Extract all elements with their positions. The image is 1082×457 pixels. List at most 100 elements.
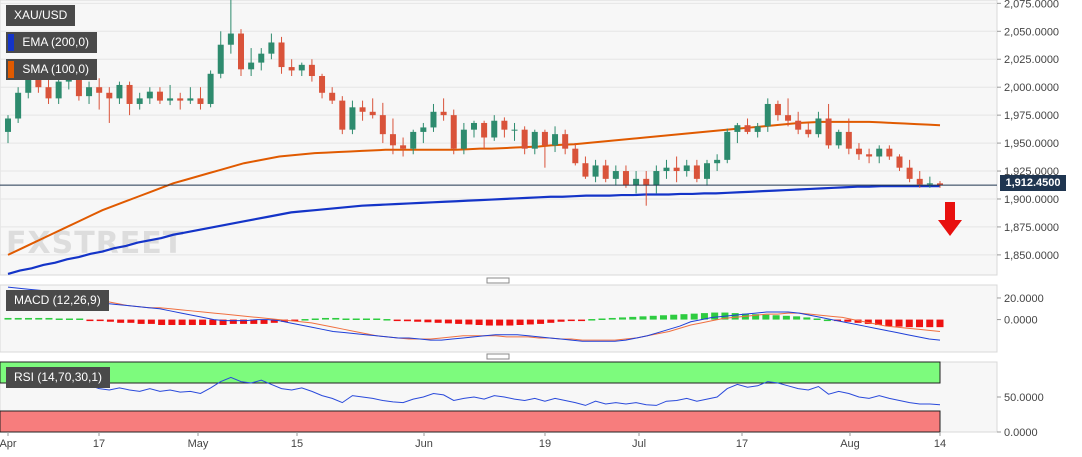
candle-body bbox=[86, 87, 93, 97]
candle-body bbox=[96, 87, 103, 93]
ema-legend-swatch bbox=[8, 34, 14, 52]
price-axis-tick-label: 2,000.0000 bbox=[1004, 82, 1059, 94]
down-arrow-head bbox=[938, 220, 962, 236]
x-axis-tick-label: Aug bbox=[840, 438, 860, 450]
macd-histogram-bar bbox=[24, 317, 32, 320]
rsi-overbought-zone bbox=[0, 361, 941, 384]
sma-legend-text: SMA (100,0) bbox=[22, 62, 90, 76]
macd-signal-line bbox=[8, 292, 941, 341]
macd-histogram-bar bbox=[854, 319, 862, 323]
candle-body bbox=[896, 156, 903, 168]
macd-histogram-bar bbox=[127, 319, 135, 323]
candle-body bbox=[288, 67, 295, 71]
macd-histogram-bar bbox=[864, 319, 872, 324]
x-axis-tick-label: 14 bbox=[934, 438, 946, 450]
ema-legend-text: EMA (200,0) bbox=[22, 35, 90, 49]
macd-histogram-bar bbox=[711, 312, 719, 320]
macd-axis-tick-label: 0.0000 bbox=[1004, 315, 1038, 327]
candle-body bbox=[541, 131, 548, 146]
panel-resize-handle-1 bbox=[486, 277, 510, 284]
candle-body bbox=[693, 165, 700, 179]
candle-body bbox=[673, 167, 680, 172]
macd-histogram-bar bbox=[516, 319, 524, 325]
macd-histogram-bar bbox=[690, 313, 698, 320]
candle-body bbox=[349, 107, 356, 130]
candle-body bbox=[146, 91, 153, 99]
macd-histogram-bar bbox=[916, 319, 924, 328]
candle-body bbox=[724, 131, 731, 160]
macd-histogram-bar bbox=[209, 319, 217, 325]
candle-body bbox=[369, 111, 376, 116]
macd-histogram-bar bbox=[485, 319, 493, 326]
macd-histogram-bar bbox=[629, 316, 637, 320]
ema-legend[interactable]: EMA (200,0) bbox=[6, 32, 98, 53]
macd-histogram-bar bbox=[496, 319, 504, 326]
macd-histogram-bar bbox=[301, 319, 309, 321]
macd-histogram-bar bbox=[270, 319, 278, 323]
candle-body bbox=[714, 159, 721, 164]
macd-histogram-bar bbox=[762, 314, 770, 320]
candle-body bbox=[552, 134, 559, 146]
macd-histogram-bar bbox=[342, 318, 350, 320]
macd-histogram-bar bbox=[578, 319, 586, 322]
candle-body bbox=[653, 171, 660, 186]
x-axis-tick-label: Jun bbox=[415, 438, 433, 450]
macd-histogram-bar bbox=[752, 314, 760, 320]
rsi-legend[interactable]: RSI (14,70,30,1) bbox=[6, 367, 111, 388]
candle-body bbox=[15, 92, 22, 119]
macd-histogram-bar bbox=[547, 319, 555, 323]
macd-histogram-bar bbox=[352, 318, 360, 320]
symbol-label[interactable]: XAU/USD bbox=[6, 5, 76, 26]
last-price-tag: 1,912.4500 bbox=[1000, 175, 1066, 191]
candle-body bbox=[298, 64, 305, 71]
macd-histogram-bar bbox=[414, 319, 422, 322]
candle-body bbox=[177, 98, 184, 101]
candle-body bbox=[744, 125, 751, 132]
macd-histogram-bar bbox=[588, 319, 596, 321]
macd-histogram-bar bbox=[55, 318, 63, 320]
macd-axis-tick-label: 20.0000 bbox=[1004, 293, 1044, 305]
macd-histogram-bar bbox=[526, 319, 534, 325]
candle-body bbox=[937, 183, 943, 186]
candle-body bbox=[774, 103, 781, 116]
macd-histogram-bar bbox=[803, 317, 811, 320]
macd-legend[interactable]: MACD (12,26,9) bbox=[6, 290, 109, 311]
macd-histogram-bar bbox=[506, 319, 514, 326]
panel-background-2 bbox=[0, 284, 998, 353]
candle-body bbox=[491, 120, 498, 138]
macd-histogram-bar bbox=[680, 314, 688, 320]
macd-histogram-bar bbox=[455, 319, 463, 324]
candle-body bbox=[795, 120, 802, 130]
macd-histogram-bar bbox=[424, 319, 432, 323]
price-axis-tick-label: 2,075.0000 bbox=[1004, 0, 1059, 10]
macd-histogram-bar bbox=[649, 315, 657, 320]
candle-body bbox=[25, 76, 32, 93]
sma-legend[interactable]: SMA (100,0) bbox=[6, 59, 98, 80]
candle-body bbox=[602, 165, 609, 179]
rsi-axis-tick-label: 0.0000 bbox=[1004, 427, 1038, 439]
candle-body bbox=[622, 171, 629, 186]
candle-body bbox=[764, 103, 771, 127]
macd-histogram-bar bbox=[96, 319, 104, 322]
ema-200-line bbox=[7, 185, 940, 275]
candle-body bbox=[501, 120, 508, 130]
macd-histogram-bar bbox=[905, 319, 913, 328]
candle-body bbox=[855, 148, 862, 155]
macd-histogram-bar bbox=[639, 316, 647, 320]
macd-histogram-bar bbox=[76, 318, 84, 320]
candle-body bbox=[683, 165, 690, 172]
candle-body bbox=[734, 125, 741, 132]
candle-body bbox=[704, 163, 710, 179]
candle-body bbox=[400, 145, 407, 149]
price-axis-tick-label: 1,875.0000 bbox=[1004, 222, 1059, 234]
macd-histogram-bar bbox=[619, 317, 627, 320]
macd-histogram-bar bbox=[782, 315, 790, 320]
candle-body bbox=[612, 171, 619, 179]
rsi-oversold-zone bbox=[0, 410, 941, 433]
price-axis-tick-label: 1,950.0000 bbox=[1004, 138, 1059, 150]
candle-body bbox=[420, 127, 427, 132]
candle-body bbox=[815, 118, 822, 135]
price-axis-tick-label: 1,900.0000 bbox=[1004, 194, 1059, 206]
price-axis-tick-label: 1,850.0000 bbox=[1004, 250, 1059, 262]
